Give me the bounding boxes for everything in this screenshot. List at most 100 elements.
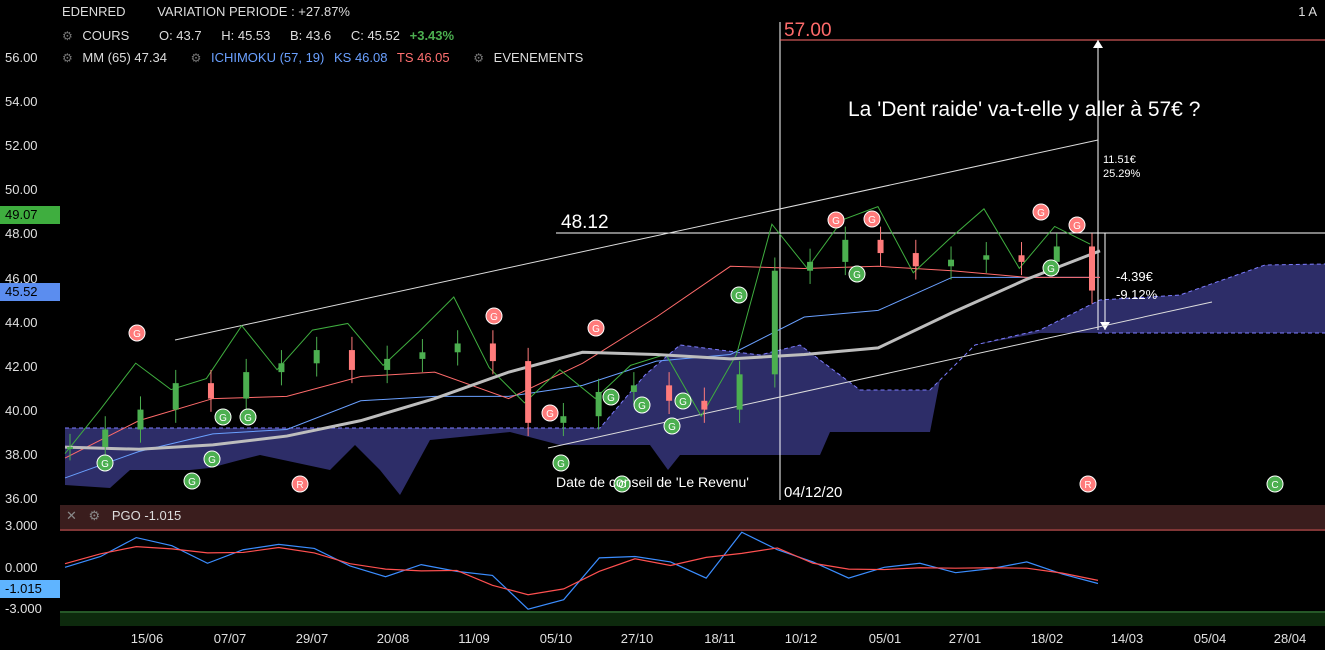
candle-body xyxy=(454,343,461,353)
downside-pct: -9.12% xyxy=(1116,287,1158,302)
event-marker xyxy=(552,454,570,472)
event-marker-letter: R xyxy=(296,480,303,491)
downside-amount: -4.39€ xyxy=(1116,269,1153,284)
event-marker-letter: G xyxy=(188,477,196,488)
y-tick-label: 42.00 xyxy=(5,358,38,374)
event-marker-letter: G xyxy=(1073,221,1081,232)
header-row-3: ⚙ MM (65) 47.34 ⚙ ICHIMOKU (57, 19) KS 4… xyxy=(62,50,589,65)
candle-body xyxy=(807,261,814,271)
mm-line xyxy=(64,249,1101,451)
high-value: H: 45.53 xyxy=(221,28,271,43)
event-marker-letter: G xyxy=(219,413,227,424)
candle-body xyxy=(666,385,673,401)
gear-icon[interactable]: ⚙ xyxy=(88,508,101,523)
resistance-label: 48.12 xyxy=(561,212,609,233)
event-marker xyxy=(291,475,309,493)
event-marker xyxy=(663,417,681,435)
event-marker xyxy=(863,210,881,228)
event-marker xyxy=(587,319,605,337)
close-icon[interactable]: ✕ xyxy=(66,508,77,523)
trend-upper xyxy=(174,139,1099,341)
event-marker xyxy=(730,286,748,304)
period-label: 1 A xyxy=(1298,4,1317,19)
event-marker-letter: G xyxy=(868,215,876,226)
event-marker-letter: G xyxy=(133,329,141,340)
ks-badge: 49.07 xyxy=(0,206,60,224)
y-tick-label: 54.00 xyxy=(5,94,38,110)
y-tick-label: 50.00 xyxy=(5,182,38,198)
candle-body xyxy=(948,259,955,267)
ichimoku-label[interactable]: ICHIMOKU (57, 19) xyxy=(210,50,325,65)
close-value: C: 45.52 xyxy=(350,28,400,43)
x-tick-label: 18/11 xyxy=(704,631,736,646)
mm-label[interactable]: MM (65) 47.34 xyxy=(82,50,167,65)
event-marker xyxy=(214,408,232,426)
event-marker-letter: G xyxy=(832,216,840,227)
header-row-1: EDENRED VARIATION PERIODE : +27.87% xyxy=(62,4,350,19)
gear-icon[interactable]: ⚙ xyxy=(190,51,202,65)
candle-body xyxy=(1089,246,1095,291)
x-tick-label: 11/09 xyxy=(458,631,490,646)
gear-icon[interactable]: ⚙ xyxy=(473,51,485,65)
event-marker-letter: G xyxy=(679,397,687,408)
x-tick-label: 27/10 xyxy=(620,631,654,646)
candle-body xyxy=(1053,246,1060,262)
pgo-panel-bar xyxy=(60,505,1325,529)
event-marker xyxy=(203,450,221,468)
event-marker xyxy=(128,324,146,342)
event-marker xyxy=(541,404,559,422)
period-selector[interactable]: 1 A xyxy=(1298,4,1317,19)
candle-body xyxy=(348,350,355,370)
x-tick-label: 05/01 xyxy=(868,631,902,646)
candle-body xyxy=(595,391,602,417)
event-marker-letter: G xyxy=(546,409,554,420)
candle-body xyxy=(313,350,320,364)
ts-line xyxy=(64,265,1100,459)
event-marker-letter: G xyxy=(853,270,861,281)
event-marker-letter: C xyxy=(1271,480,1278,491)
variation-label: VARIATION PERIODE : +27.87% xyxy=(157,4,350,19)
open-value: O: 43.7 xyxy=(158,28,202,43)
candle-body xyxy=(701,400,708,410)
x-tick-label: 14/03 xyxy=(1110,631,1144,646)
event-marker-letter: G xyxy=(490,312,498,323)
event-marker xyxy=(613,475,631,493)
cours-label[interactable]: COURS xyxy=(82,28,130,43)
gear-icon[interactable]: ⚙ xyxy=(62,29,73,43)
events-label[interactable]: EVENEMENTS xyxy=(493,50,584,65)
x-tick-label: 10/12 xyxy=(784,631,818,646)
event-marker xyxy=(96,454,114,472)
candle-body xyxy=(102,429,109,448)
ichimoku-cloud xyxy=(65,264,1325,495)
pgo-lower-zone xyxy=(60,613,1325,626)
event-marker-letter: G xyxy=(638,401,646,412)
x-tick-label: 05/04 xyxy=(1193,631,1227,646)
pgo-header: ✕ ⚙ PGO -1.015 xyxy=(66,508,181,524)
y-tick-label: 48.00 xyxy=(5,226,38,242)
y-tick-label: 44.00 xyxy=(5,314,38,330)
event-marker xyxy=(848,265,866,283)
y-tick-label: 36.00 xyxy=(5,491,38,506)
ts-label: TS 46.05 xyxy=(396,50,450,65)
event-marker-letter: G xyxy=(607,393,615,404)
x-tick-label: 05/10 xyxy=(539,631,573,646)
x-tick-label: 29/07 xyxy=(295,631,329,646)
pgo-title[interactable]: PGO -1.015 xyxy=(111,508,182,523)
pgo-level-top: 3.000 xyxy=(5,518,38,533)
ks-label: KS 46.08 xyxy=(334,50,388,65)
pgo-signal-line xyxy=(64,545,1099,596)
y-tick-label: 46.00 xyxy=(5,270,38,286)
header-row-2: ⚙ COURS O: 43.7 H: 45.53 B: 43.6 C: 45.5… xyxy=(62,28,454,43)
upside-pct: 25.29% xyxy=(1103,168,1141,180)
pgo-line xyxy=(64,531,1099,610)
event-marker xyxy=(602,388,620,406)
y-tick-label: 56.00 xyxy=(5,50,38,66)
upside-amount: 11.51€ xyxy=(1103,154,1136,166)
event-marker xyxy=(1068,216,1086,234)
chikou-line xyxy=(64,205,1091,454)
event-marker-letter: G xyxy=(668,422,676,433)
gear-icon[interactable]: ⚙ xyxy=(62,51,73,65)
candle-body xyxy=(525,361,532,423)
change-value: +3.43% xyxy=(409,28,455,43)
